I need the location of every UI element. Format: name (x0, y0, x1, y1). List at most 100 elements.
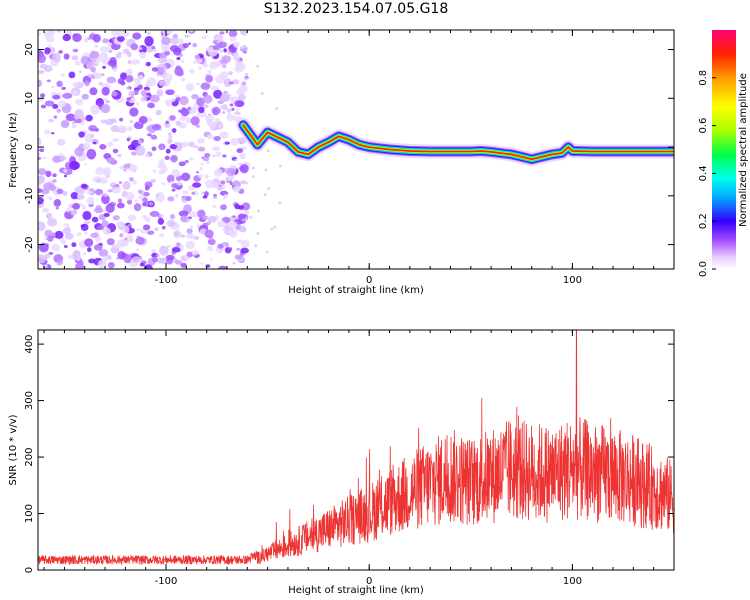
noise-blob (38, 254, 47, 264)
noise-blob (217, 100, 224, 105)
noise-blob (75, 98, 84, 106)
noise-blob (99, 144, 107, 150)
noise-blob (125, 191, 135, 201)
noise-blob (155, 109, 162, 116)
noise-blob (167, 138, 173, 144)
noise-blob (228, 81, 234, 85)
noise-blob (178, 210, 189, 217)
noise-blob (201, 35, 207, 40)
noise-blob (48, 44, 52, 48)
noise-blob (237, 213, 247, 220)
noise-blob (161, 36, 171, 46)
noise-blob (71, 124, 77, 129)
noise-blob (109, 56, 117, 65)
noise-blob (130, 151, 137, 156)
noise-blob (102, 65, 107, 69)
noise-blob (70, 210, 76, 216)
noise-blob (72, 48, 79, 53)
noise-blob (179, 96, 189, 106)
noise-blob (185, 233, 195, 239)
noise-blob (206, 160, 210, 164)
noise-blob (137, 74, 144, 81)
noise-blob (132, 32, 142, 40)
noise-speck (256, 231, 260, 235)
noise-blob (80, 55, 90, 65)
noise-blob (170, 213, 176, 220)
noise-blob (38, 32, 42, 36)
noise-blob (202, 195, 208, 199)
noise-blob (147, 31, 151, 35)
noise-blob (83, 142, 91, 151)
spectrogram-ytick-label-2: 0 (24, 144, 35, 150)
noise-blob (197, 146, 206, 152)
noise-blob (52, 179, 57, 183)
noise-speck (251, 166, 255, 170)
noise-blob (93, 72, 102, 80)
noise-blob (182, 141, 189, 148)
noise-blob (226, 114, 236, 121)
noise-blob (90, 104, 100, 115)
noise-blob (184, 34, 190, 38)
noise-blob (69, 160, 80, 171)
noise-blob (175, 120, 182, 126)
noise-blob (206, 118, 214, 126)
noise-blob (70, 192, 79, 200)
noise-blob (63, 223, 70, 227)
noise-blob (84, 231, 88, 235)
noise-blob (200, 82, 211, 90)
snr-ytick-label-0: 0 (24, 567, 35, 573)
noise-blob (112, 137, 119, 142)
noise-blob (147, 133, 152, 137)
noise-blob (236, 148, 243, 154)
noise-blob (127, 224, 132, 227)
noise-blob (188, 42, 192, 45)
noise-blob (102, 257, 110, 262)
noise-blob (234, 158, 238, 162)
noise-blob (148, 201, 154, 206)
noise-blob (142, 197, 148, 203)
noise-blob (106, 141, 114, 147)
noise-blob (180, 215, 188, 223)
colorbar-tick-label-0: 0.0 (698, 261, 709, 277)
noise-blob (158, 143, 166, 151)
noise-blob (182, 190, 189, 195)
noise-blob (217, 265, 228, 269)
snr-frame (37, 329, 675, 571)
noise-blob (213, 193, 218, 197)
noise-blob (48, 251, 54, 255)
noise-blob (43, 31, 51, 38)
noise-blob (54, 230, 64, 239)
noise-blob (141, 89, 147, 97)
noise-blob (181, 172, 191, 182)
noise-blob (222, 197, 226, 200)
noise-blob (44, 100, 55, 107)
noise-blob (53, 115, 57, 119)
noise-blob (198, 106, 205, 114)
snr-ytick-label-3: 300 (24, 391, 35, 410)
noise-speck (266, 149, 270, 153)
noise-blob (108, 50, 113, 53)
noise-blob (222, 154, 227, 158)
noise-blob (174, 142, 179, 146)
noise-blob (173, 47, 182, 56)
noise-blob (101, 86, 110, 96)
noise-blob (84, 80, 90, 87)
noise-blob (123, 163, 131, 169)
noise-blob (145, 61, 151, 67)
noise-blob (92, 34, 101, 43)
spectrogram-y-label: Frequency (Hz) (8, 112, 19, 188)
noise-blob (234, 254, 243, 260)
noise-blob (59, 155, 67, 161)
noise-blob (191, 94, 199, 100)
noise-blob (138, 140, 142, 144)
noise-blob (217, 243, 224, 249)
noise-speck (244, 77, 248, 81)
noise-blob (149, 153, 153, 157)
spectrogram-ytick-label-1: -10 (24, 188, 35, 204)
noise-blob (73, 114, 80, 120)
noise-blob (86, 148, 97, 160)
noise-blob (143, 264, 153, 269)
noise-blob (241, 48, 245, 53)
noise-blob (191, 250, 199, 256)
noise-blob (149, 210, 160, 218)
